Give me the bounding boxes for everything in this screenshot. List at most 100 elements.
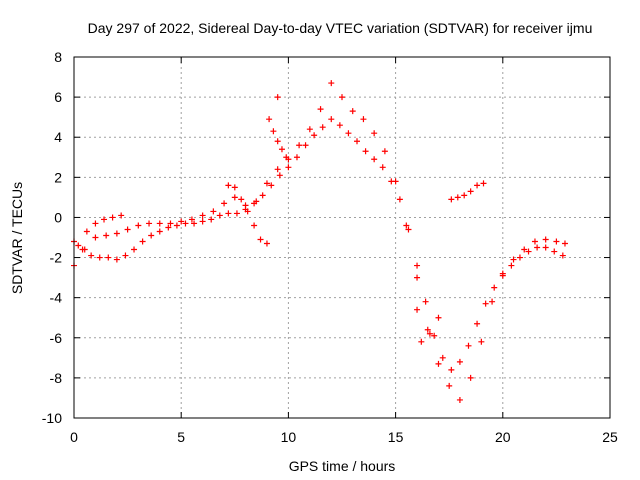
data-point	[542, 244, 549, 251]
data-point	[561, 240, 568, 247]
data-point	[285, 164, 292, 171]
data-point	[231, 194, 238, 201]
data-point	[131, 246, 138, 253]
series-isolated-points	[274, 94, 442, 345]
data-point	[135, 222, 142, 229]
data-point	[293, 154, 300, 161]
y-tick-label: -10	[42, 410, 62, 426]
data-point	[182, 220, 189, 227]
data-point	[191, 220, 198, 227]
data-point	[422, 298, 429, 305]
data-point	[431, 332, 438, 339]
data-point	[233, 210, 240, 217]
data-point	[165, 224, 172, 231]
y-tick-label: 0	[54, 209, 62, 225]
data-point	[474, 320, 481, 327]
data-point	[551, 248, 558, 255]
data-point	[456, 396, 463, 403]
data-point	[454, 194, 461, 201]
y-tick-label: -4	[50, 290, 63, 306]
x-axis-label: GPS time / hours	[289, 458, 396, 474]
axis-ticks	[73, 56, 611, 419]
data-point	[274, 94, 281, 101]
y-tick-label: -6	[50, 330, 63, 346]
data-point	[360, 116, 367, 123]
x-tick-label: 20	[495, 429, 511, 445]
data-point	[424, 326, 431, 333]
data-point	[508, 262, 515, 269]
data-point	[167, 220, 174, 227]
data-point	[103, 232, 110, 239]
data-point	[362, 148, 369, 155]
y-tick-label: 4	[54, 129, 62, 145]
data-point	[221, 200, 228, 207]
data-point	[274, 166, 281, 173]
data-point	[559, 252, 566, 259]
data-point	[75, 242, 82, 249]
data-point	[188, 216, 195, 223]
data-point	[268, 182, 275, 189]
series-satellite-track-c	[75, 212, 125, 249]
data-point	[251, 222, 258, 229]
data-point	[156, 220, 163, 227]
data-point	[478, 338, 485, 345]
data-point	[456, 358, 463, 365]
data-point	[266, 116, 273, 123]
data-point	[283, 154, 290, 161]
data-point	[319, 124, 326, 131]
data-point	[92, 234, 99, 241]
data-point	[534, 244, 541, 251]
data-point	[113, 256, 120, 263]
data-point	[238, 196, 245, 203]
data-point	[510, 256, 517, 263]
data-point	[448, 196, 455, 203]
data-point	[491, 284, 498, 291]
data-point	[317, 106, 324, 113]
data-point	[489, 298, 496, 305]
data-point	[118, 212, 125, 219]
data-point	[210, 208, 217, 215]
data-point	[414, 274, 421, 281]
x-tick-label: 25	[602, 429, 618, 445]
data-point	[274, 138, 281, 145]
x-tick-labels: 0 5 10 15 20 25	[70, 429, 618, 445]
data-point	[83, 228, 90, 235]
x-tick-label: 5	[177, 429, 185, 445]
data-point	[379, 164, 386, 171]
data-point	[109, 214, 116, 221]
data-point	[296, 142, 303, 149]
data-point	[426, 330, 433, 337]
data-point	[474, 182, 481, 189]
data-point	[199, 218, 206, 225]
data-point	[435, 314, 442, 321]
data-point	[482, 300, 489, 307]
data-point	[371, 130, 378, 137]
data-point	[525, 248, 532, 255]
data-point	[276, 172, 283, 179]
data-point	[251, 200, 258, 207]
data-point	[208, 216, 215, 223]
data-point	[414, 262, 421, 269]
data-point	[542, 236, 549, 243]
data-point	[139, 238, 146, 245]
data-point	[461, 192, 468, 199]
y-tick-labels: -10 -8 -6 -4 -2 0 2 4 6 8	[42, 49, 62, 426]
data-point	[113, 230, 120, 237]
series-satellite-track-d	[266, 116, 290, 161]
y-tick-label: 6	[54, 89, 62, 105]
data-point	[354, 138, 361, 145]
data-point	[516, 254, 523, 261]
data-point	[439, 354, 446, 361]
data-point	[467, 374, 474, 381]
data-point	[122, 252, 129, 259]
data-point	[448, 366, 455, 373]
chart-title: Day 297 of 2022, Sidereal Day-to-day VTE…	[88, 20, 593, 36]
data-point	[146, 220, 153, 227]
data-point	[403, 222, 410, 229]
data-point	[148, 232, 155, 239]
data-point	[553, 238, 560, 245]
plot-frame	[73, 56, 611, 419]
data-point	[328, 116, 335, 123]
data-point	[257, 236, 264, 243]
